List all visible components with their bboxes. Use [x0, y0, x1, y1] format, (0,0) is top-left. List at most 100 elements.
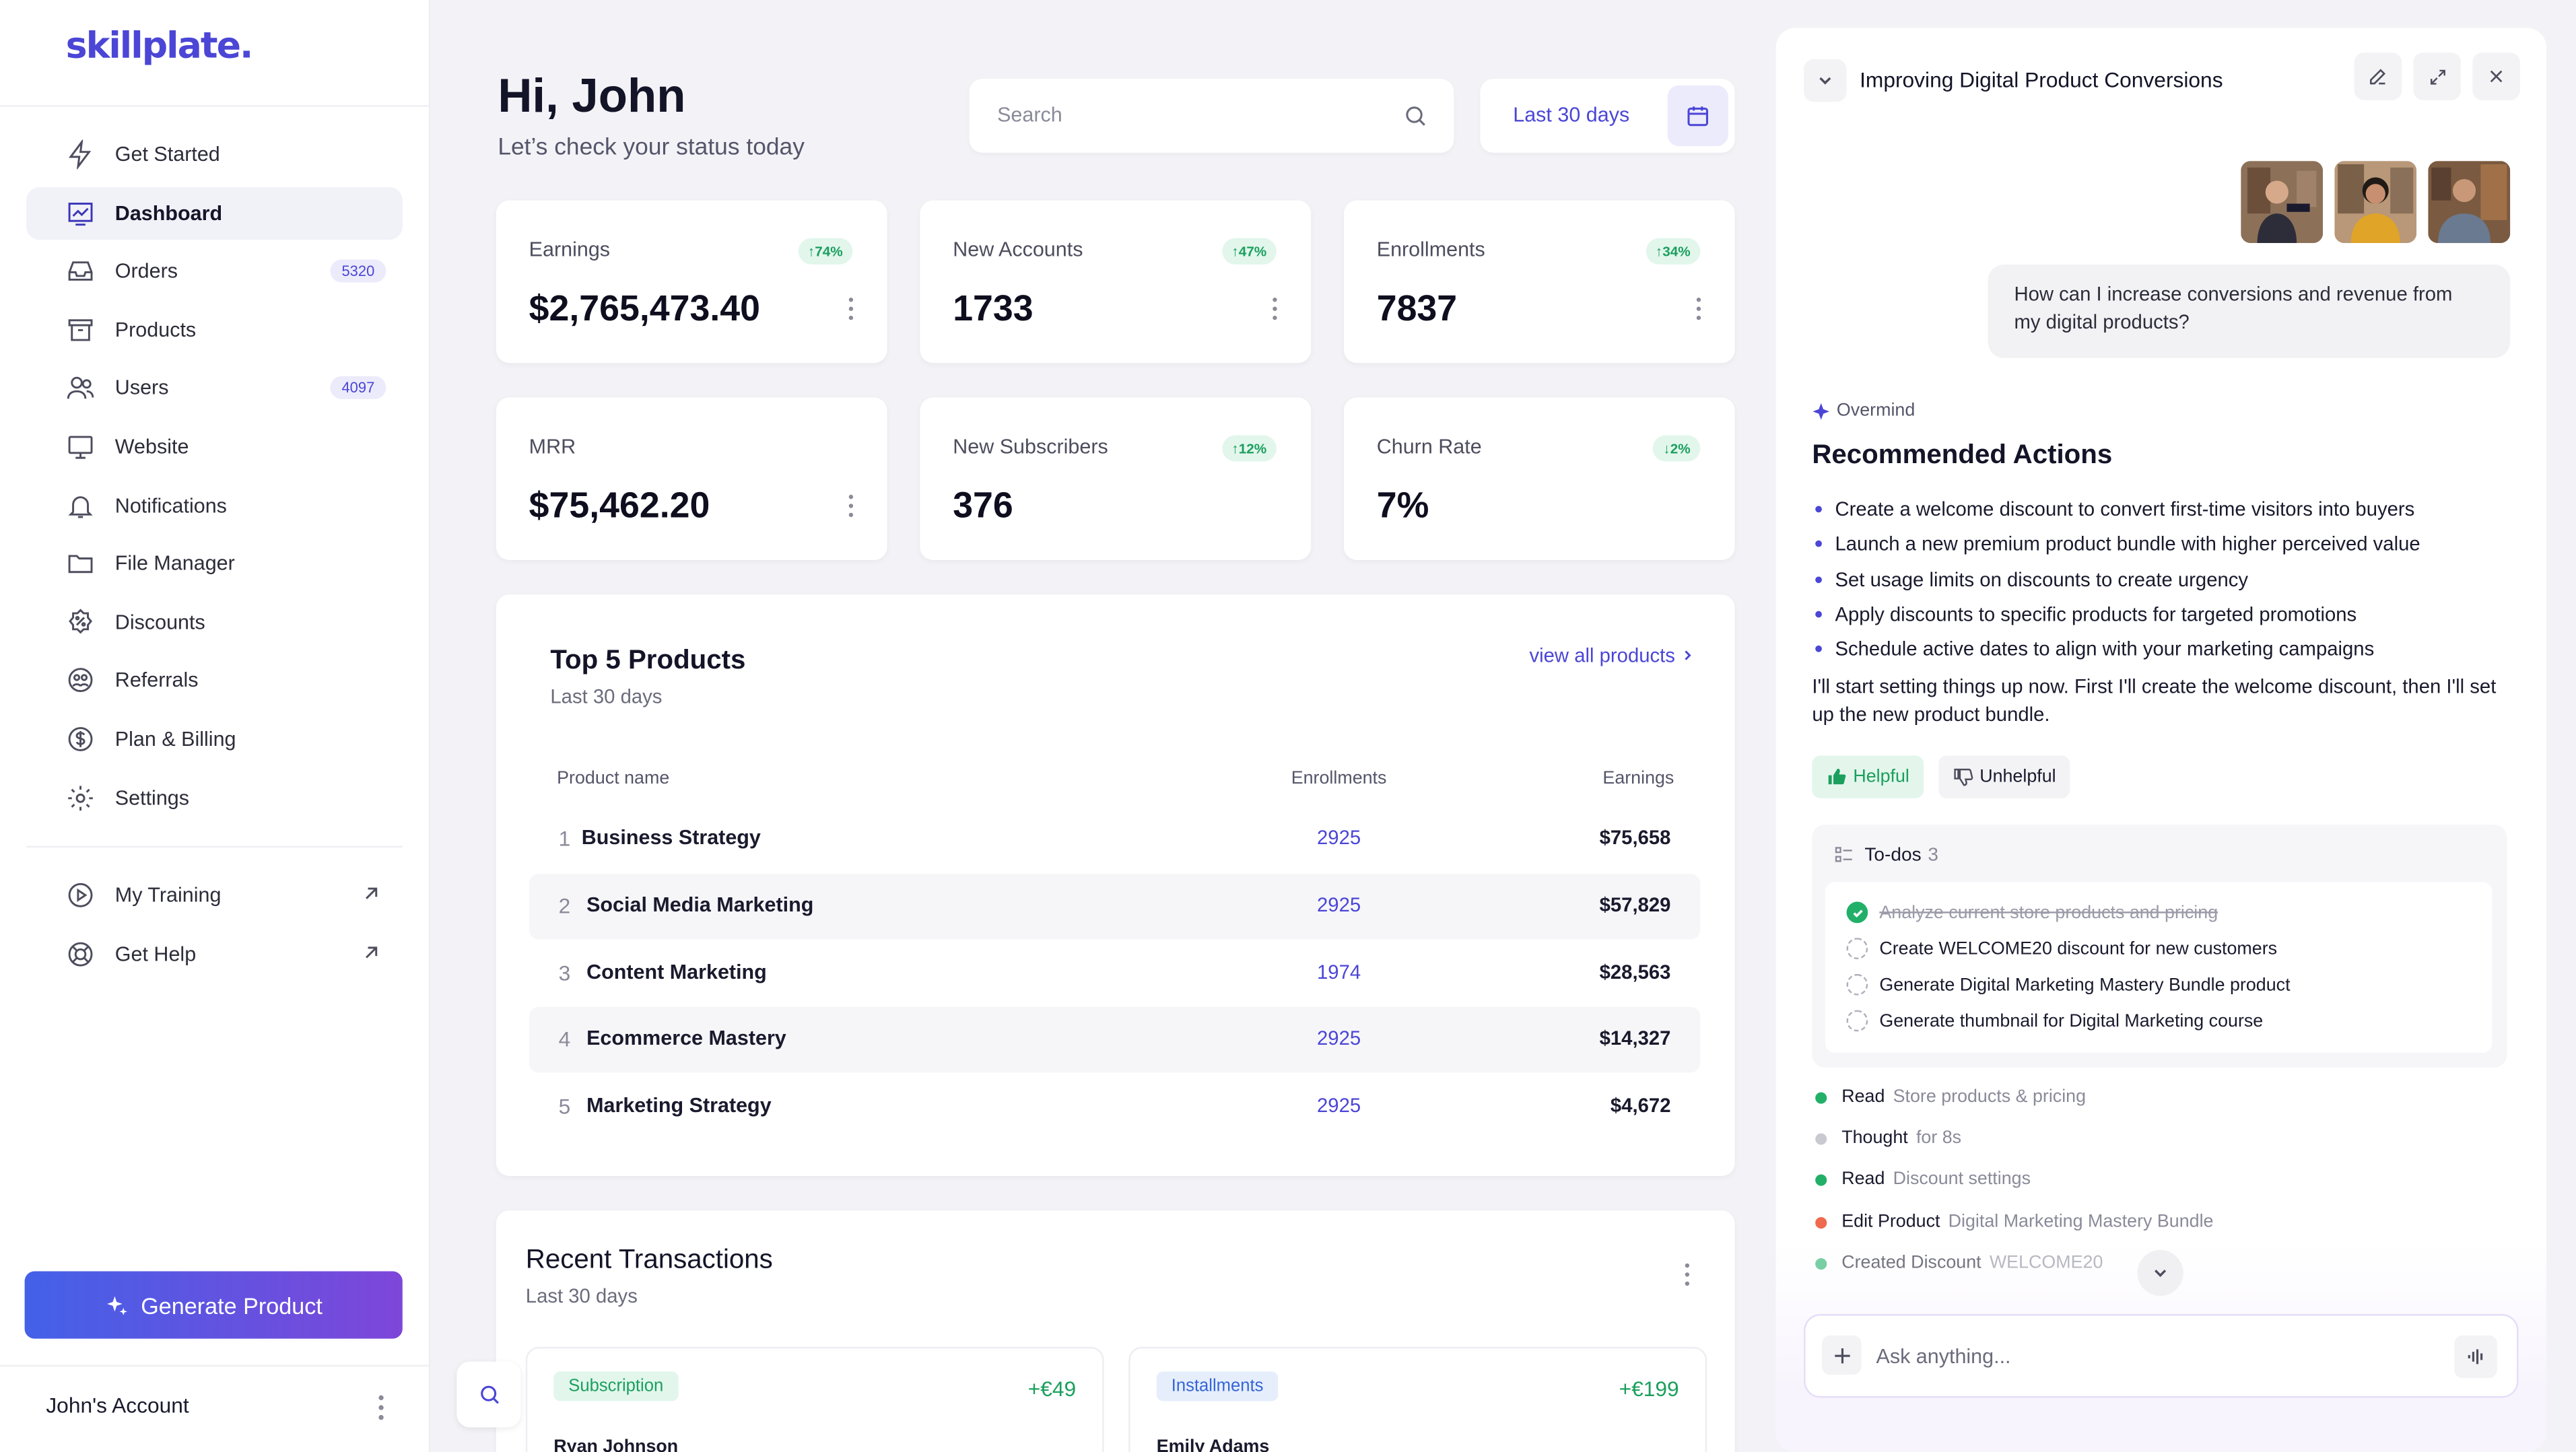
unhelpful-button[interactable]: Unhelpful — [1938, 755, 2071, 798]
activity-step: Created Discount WELCOME20 — [1815, 1253, 2103, 1273]
sidebar-item-label: Dashboard — [114, 201, 223, 225]
step-detail: Store products & pricing — [1893, 1087, 2087, 1107]
conversation-dropdown[interactable] — [1804, 59, 1847, 102]
sidebar-item-website[interactable]: Website — [26, 421, 403, 473]
attach-button[interactable] — [1821, 1335, 1862, 1375]
row-product-name: Marketing Strategy — [586, 1094, 772, 1117]
list-item: Create a welcome discount to convert fir… — [1812, 493, 2518, 528]
sidebar-item-referrals[interactable]: Referrals — [26, 654, 403, 707]
sidebar-item-label: Referrals — [114, 668, 199, 693]
todo-item[interactable]: Generate Digital Marketing Mastery Bundl… — [1846, 973, 2291, 996]
transaction-customer: Ryan Johnson — [553, 1437, 679, 1452]
sidebar-item-notifications[interactable]: Notifications — [26, 479, 403, 531]
sidebar: skillplate. Get Started Dashboard Orders… — [0, 0, 431, 1452]
sidebar-secondary-nav: My Training Get Help — [26, 869, 403, 986]
kebab-menu-icon[interactable] — [1692, 296, 1705, 322]
account-menu-icon[interactable] — [371, 1393, 391, 1422]
avatar — [2241, 161, 2324, 244]
row-product-name: Social Media Marketing — [586, 893, 814, 917]
kebab-menu-icon[interactable] — [1681, 1261, 1694, 1288]
todos-card: To-dos 3 Analyze current store products … — [1812, 824, 2507, 1068]
account-name[interactable]: John's Account — [46, 1393, 189, 1418]
check-icon — [1846, 901, 1868, 924]
stat-change-badge: ↑12% — [1221, 435, 1277, 462]
stat-card-enrollments: Enrollments ↑34% 7837 — [1343, 200, 1735, 364]
todos-header[interactable]: To-dos 3 — [1833, 844, 1938, 866]
sidebar-item-users[interactable]: Users 4097 — [26, 362, 403, 415]
column-header-product: Product name — [557, 768, 670, 789]
transaction-card[interactable]: Subscription +€49 Ryan Johnson — [525, 1346, 1104, 1452]
date-range-picker[interactable]: Last 30 days — [1480, 79, 1735, 153]
row-earnings: $57,829 — [1599, 893, 1671, 917]
sidebar-item-discounts[interactable]: Discounts — [26, 596, 403, 648]
edit-button[interactable] — [2354, 53, 2402, 100]
sidebar-item-file-manager[interactable]: File Manager — [26, 537, 403, 590]
users-icon — [67, 377, 94, 400]
sidebar-item-label: Orders — [114, 259, 178, 283]
row-enrollments: 1974 — [1317, 961, 1361, 984]
transaction-customer: Emily Adams — [1156, 1437, 1270, 1452]
table-row[interactable]: 2 Social Media Marketing 2925 $57,829 — [529, 874, 1701, 940]
row-enrollments: 2925 — [1317, 893, 1361, 917]
kebab-menu-icon[interactable] — [1268, 296, 1282, 322]
top-products-card: Top 5 Products Last 30 days view all pro… — [496, 594, 1735, 1177]
response-followup: I'll start setting things up now. First … — [1812, 675, 2497, 726]
helpful-button[interactable]: Helpful — [1812, 755, 1924, 798]
row-enrollments: 2925 — [1317, 826, 1361, 850]
logo[interactable]: skillplate. — [65, 26, 254, 68]
sidebar-item-get-started[interactable]: Get Started — [26, 128, 403, 180]
close-button[interactable] — [2472, 53, 2520, 100]
calendar-button[interactable] — [1667, 85, 1728, 147]
edit-icon — [2370, 69, 2386, 85]
generate-product-button[interactable]: Generate Product — [24, 1271, 403, 1339]
step-detail: for 8s — [1916, 1128, 1962, 1148]
table-row[interactable]: 3 Content Marketing 1974 $28,563 — [529, 941, 1701, 1007]
todo-item[interactable]: Create WELCOME20 discount for new custom… — [1846, 938, 2277, 959]
search-icon[interactable] — [1403, 104, 1428, 129]
sidebar-item-settings[interactable]: Settings — [26, 771, 403, 824]
todos-label: To-dos — [1864, 845, 1922, 865]
agent-label: Overmind — [1812, 401, 1915, 421]
play-icon — [68, 883, 93, 907]
sidebar-item-label: Discounts — [114, 611, 205, 634]
stat-card-earnings: Earnings ↑74% $2,765,473.40 — [496, 200, 887, 364]
todo-item[interactable]: Analyze current store products and prici… — [1846, 901, 2218, 924]
sidebar-item-products[interactable]: Products — [26, 304, 403, 356]
row-rank: 1 — [558, 826, 571, 851]
sidebar-item-get-help[interactable]: Get Help — [26, 928, 403, 980]
chat-composer — [1804, 1314, 2519, 1398]
table-row[interactable]: 1 Business Strategy 2925 $75,658 — [529, 806, 1701, 872]
stat-label: Earnings — [529, 238, 611, 261]
expand-button[interactable] — [2413, 53, 2462, 100]
sidebar-item-plan-billing[interactable]: Plan & Billing — [26, 713, 403, 765]
transaction-card[interactable]: Installments +€199 Emily Adams — [1128, 1346, 1707, 1452]
helpful-label: Helpful — [1853, 767, 1909, 787]
stat-label: Enrollments — [1376, 238, 1485, 261]
transaction-type-badge: Installments — [1156, 1371, 1279, 1402]
sidebar-item-orders[interactable]: Orders 5320 — [26, 245, 403, 298]
todos-list: Analyze current store products and prici… — [1825, 882, 2493, 1053]
view-all-products-link[interactable]: view all products — [1529, 644, 1693, 667]
voice-button[interactable] — [2454, 1335, 2497, 1379]
floating-search-button[interactable] — [456, 1361, 521, 1428]
stat-label: Churn Rate — [1376, 435, 1482, 458]
sparkle-icon — [1812, 402, 1830, 419]
table-row[interactable]: 4 Ecommerce Mastery 2925 $14,327 — [529, 1006, 1701, 1073]
kebab-menu-icon[interactable] — [844, 493, 858, 519]
search-input[interactable] — [997, 100, 1376, 130]
recent-transactions-subtitle: Last 30 days — [525, 1284, 638, 1308]
todo-item[interactable]: Generate thumbnail for Digital Marketing… — [1846, 1010, 2263, 1032]
bolt-icon — [68, 139, 92, 170]
scroll-down-button[interactable] — [2137, 1249, 2183, 1297]
stat-change-badge: ↑74% — [798, 238, 853, 265]
sidebar-item-my-training[interactable]: My Training — [26, 869, 403, 922]
stat-change-badge: ↑34% — [1646, 238, 1701, 265]
stat-value: 7837 — [1376, 287, 1458, 329]
activity-step: Read Store products & pricing — [1815, 1087, 2086, 1107]
chat-input[interactable] — [1876, 1342, 2418, 1372]
users-count-badge: 4097 — [330, 376, 386, 400]
sidebar-item-dashboard[interactable]: Dashboard — [26, 186, 403, 240]
kebab-menu-icon[interactable] — [844, 296, 858, 322]
table-row[interactable]: 5 Marketing Strategy 2925 $4,672 — [529, 1074, 1701, 1140]
todo-text: Generate Digital Marketing Mastery Bundl… — [1879, 975, 2291, 995]
